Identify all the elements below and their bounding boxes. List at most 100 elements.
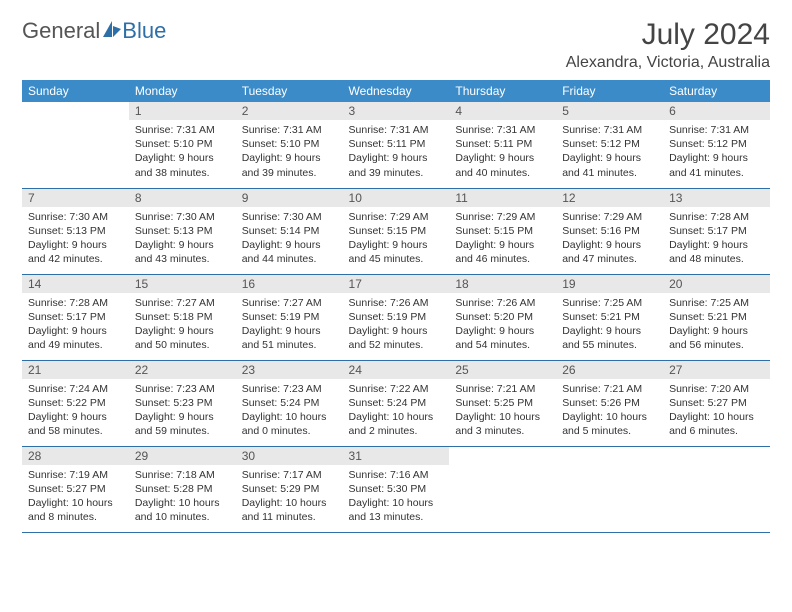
day-number: 16 bbox=[236, 275, 343, 293]
day-details: Sunrise: 7:25 AMSunset: 5:21 PMDaylight:… bbox=[663, 293, 770, 357]
day-number: 20 bbox=[663, 275, 770, 293]
day-number: 18 bbox=[449, 275, 556, 293]
calendar-cell: 14Sunrise: 7:28 AMSunset: 5:17 PMDayligh… bbox=[22, 274, 129, 360]
day-details: Sunrise: 7:30 AMSunset: 5:13 PMDaylight:… bbox=[129, 207, 236, 271]
weekday-header: Tuesday bbox=[236, 80, 343, 102]
day-details: Sunrise: 7:21 AMSunset: 5:26 PMDaylight:… bbox=[556, 379, 663, 443]
brand-logo: General Blue bbox=[22, 18, 166, 44]
calendar-head: SundayMondayTuesdayWednesdayThursdayFrid… bbox=[22, 80, 770, 102]
day-details: Sunrise: 7:31 AMSunset: 5:12 PMDaylight:… bbox=[556, 120, 663, 184]
weekday-header: Thursday bbox=[449, 80, 556, 102]
calendar-cell: 1Sunrise: 7:31 AMSunset: 5:10 PMDaylight… bbox=[129, 102, 236, 188]
day-number: 6 bbox=[663, 102, 770, 120]
calendar-cell: 4Sunrise: 7:31 AMSunset: 5:11 PMDaylight… bbox=[449, 102, 556, 188]
calendar-cell: 10Sunrise: 7:29 AMSunset: 5:15 PMDayligh… bbox=[343, 188, 450, 274]
calendar-row: 28Sunrise: 7:19 AMSunset: 5:27 PMDayligh… bbox=[22, 446, 770, 532]
day-number: 10 bbox=[343, 189, 450, 207]
day-details: Sunrise: 7:30 AMSunset: 5:14 PMDaylight:… bbox=[236, 207, 343, 271]
day-details: Sunrise: 7:27 AMSunset: 5:18 PMDaylight:… bbox=[129, 293, 236, 357]
calendar-row: ..1Sunrise: 7:31 AMSunset: 5:10 PMDaylig… bbox=[22, 102, 770, 188]
day-number: 3 bbox=[343, 102, 450, 120]
day-details: Sunrise: 7:17 AMSunset: 5:29 PMDaylight:… bbox=[236, 465, 343, 529]
day-details: Sunrise: 7:31 AMSunset: 5:10 PMDaylight:… bbox=[129, 120, 236, 184]
day-details: Sunrise: 7:31 AMSunset: 5:11 PMDaylight:… bbox=[449, 120, 556, 184]
day-number: 14 bbox=[22, 275, 129, 293]
weekday-row: SundayMondayTuesdayWednesdayThursdayFrid… bbox=[22, 80, 770, 102]
calendar-cell: 7Sunrise: 7:30 AMSunset: 5:13 PMDaylight… bbox=[22, 188, 129, 274]
day-details: Sunrise: 7:18 AMSunset: 5:28 PMDaylight:… bbox=[129, 465, 236, 529]
calendar-cell: 12Sunrise: 7:29 AMSunset: 5:16 PMDayligh… bbox=[556, 188, 663, 274]
weekday-header: Friday bbox=[556, 80, 663, 102]
calendar-row: 14Sunrise: 7:28 AMSunset: 5:17 PMDayligh… bbox=[22, 274, 770, 360]
calendar-cell: 19Sunrise: 7:25 AMSunset: 5:21 PMDayligh… bbox=[556, 274, 663, 360]
calendar-cell: 5Sunrise: 7:31 AMSunset: 5:12 PMDaylight… bbox=[556, 102, 663, 188]
day-details: Sunrise: 7:22 AMSunset: 5:24 PMDaylight:… bbox=[343, 379, 450, 443]
calendar-cell: 25Sunrise: 7:21 AMSunset: 5:25 PMDayligh… bbox=[449, 360, 556, 446]
day-number: 5 bbox=[556, 102, 663, 120]
day-details: Sunrise: 7:21 AMSunset: 5:25 PMDaylight:… bbox=[449, 379, 556, 443]
calendar-cell: 2Sunrise: 7:31 AMSunset: 5:10 PMDaylight… bbox=[236, 102, 343, 188]
day-number: 23 bbox=[236, 361, 343, 379]
day-details: Sunrise: 7:31 AMSunset: 5:11 PMDaylight:… bbox=[343, 120, 450, 184]
day-number: 27 bbox=[663, 361, 770, 379]
day-details: Sunrise: 7:28 AMSunset: 5:17 PMDaylight:… bbox=[663, 207, 770, 271]
day-number: 1 bbox=[129, 102, 236, 120]
calendar-cell: 28Sunrise: 7:19 AMSunset: 5:27 PMDayligh… bbox=[22, 446, 129, 532]
day-details: Sunrise: 7:30 AMSunset: 5:13 PMDaylight:… bbox=[22, 207, 129, 271]
calendar-cell: .. bbox=[449, 446, 556, 532]
calendar-cell: 22Sunrise: 7:23 AMSunset: 5:23 PMDayligh… bbox=[129, 360, 236, 446]
day-number: 15 bbox=[129, 275, 236, 293]
calendar-cell: 30Sunrise: 7:17 AMSunset: 5:29 PMDayligh… bbox=[236, 446, 343, 532]
calendar-cell: 11Sunrise: 7:29 AMSunset: 5:15 PMDayligh… bbox=[449, 188, 556, 274]
day-number: 29 bbox=[129, 447, 236, 465]
day-number: 11 bbox=[449, 189, 556, 207]
day-details: Sunrise: 7:20 AMSunset: 5:27 PMDaylight:… bbox=[663, 379, 770, 443]
page-header: General Blue July 2024 Alexandra, Victor… bbox=[22, 18, 770, 72]
day-details: Sunrise: 7:24 AMSunset: 5:22 PMDaylight:… bbox=[22, 379, 129, 443]
weekday-header: Saturday bbox=[663, 80, 770, 102]
weekday-header: Wednesday bbox=[343, 80, 450, 102]
calendar-row: 7Sunrise: 7:30 AMSunset: 5:13 PMDaylight… bbox=[22, 188, 770, 274]
day-number: 24 bbox=[343, 361, 450, 379]
day-number: 19 bbox=[556, 275, 663, 293]
day-number: 30 bbox=[236, 447, 343, 465]
calendar-cell: 20Sunrise: 7:25 AMSunset: 5:21 PMDayligh… bbox=[663, 274, 770, 360]
calendar-cell: 17Sunrise: 7:26 AMSunset: 5:19 PMDayligh… bbox=[343, 274, 450, 360]
day-number: 28 bbox=[22, 447, 129, 465]
day-number: 8 bbox=[129, 189, 236, 207]
calendar-body: .. 1Sunrise: 7:31 AMSunset: 5:10 PMDaylig… bbox=[22, 102, 770, 532]
location-text: Alexandra, Victoria, Australia bbox=[566, 54, 770, 72]
day-number: 21 bbox=[22, 361, 129, 379]
calendar-cell: 8Sunrise: 7:30 AMSunset: 5:13 PMDaylight… bbox=[129, 188, 236, 274]
weekday-header: Monday bbox=[129, 80, 236, 102]
day-number: 4 bbox=[449, 102, 556, 120]
calendar-cell: 13Sunrise: 7:28 AMSunset: 5:17 PMDayligh… bbox=[663, 188, 770, 274]
day-number: 25 bbox=[449, 361, 556, 379]
day-details: Sunrise: 7:31 AMSunset: 5:12 PMDaylight:… bbox=[663, 120, 770, 184]
calendar-cell: 16Sunrise: 7:27 AMSunset: 5:19 PMDayligh… bbox=[236, 274, 343, 360]
day-details: Sunrise: 7:16 AMSunset: 5:30 PMDaylight:… bbox=[343, 465, 450, 529]
day-details: Sunrise: 7:23 AMSunset: 5:24 PMDaylight:… bbox=[236, 379, 343, 443]
day-details: Sunrise: 7:27 AMSunset: 5:19 PMDaylight:… bbox=[236, 293, 343, 357]
calendar-table: SundayMondayTuesdayWednesdayThursdayFrid… bbox=[22, 80, 770, 533]
calendar-row: 21Sunrise: 7:24 AMSunset: 5:22 PMDayligh… bbox=[22, 360, 770, 446]
calendar-cell: 23Sunrise: 7:23 AMSunset: 5:24 PMDayligh… bbox=[236, 360, 343, 446]
sail-icon bbox=[102, 18, 122, 44]
calendar-cell: 6Sunrise: 7:31 AMSunset: 5:12 PMDaylight… bbox=[663, 102, 770, 188]
calendar-cell: 31Sunrise: 7:16 AMSunset: 5:30 PMDayligh… bbox=[343, 446, 450, 532]
day-details: Sunrise: 7:28 AMSunset: 5:17 PMDaylight:… bbox=[22, 293, 129, 357]
day-details: Sunrise: 7:26 AMSunset: 5:20 PMDaylight:… bbox=[449, 293, 556, 357]
calendar-cell: 18Sunrise: 7:26 AMSunset: 5:20 PMDayligh… bbox=[449, 274, 556, 360]
day-number: 2 bbox=[236, 102, 343, 120]
calendar-cell: 15Sunrise: 7:27 AMSunset: 5:18 PMDayligh… bbox=[129, 274, 236, 360]
month-title: July 2024 bbox=[566, 18, 770, 52]
calendar-cell: 3Sunrise: 7:31 AMSunset: 5:11 PMDaylight… bbox=[343, 102, 450, 188]
day-number: 13 bbox=[663, 189, 770, 207]
calendar-cell: 26Sunrise: 7:21 AMSunset: 5:26 PMDayligh… bbox=[556, 360, 663, 446]
calendar-cell: 29Sunrise: 7:18 AMSunset: 5:28 PMDayligh… bbox=[129, 446, 236, 532]
title-block: July 2024 Alexandra, Victoria, Australia bbox=[566, 18, 770, 72]
day-details: Sunrise: 7:25 AMSunset: 5:21 PMDaylight:… bbox=[556, 293, 663, 357]
calendar-cell: .. bbox=[663, 446, 770, 532]
calendar-cell: .. bbox=[556, 446, 663, 532]
day-details: Sunrise: 7:23 AMSunset: 5:23 PMDaylight:… bbox=[129, 379, 236, 443]
